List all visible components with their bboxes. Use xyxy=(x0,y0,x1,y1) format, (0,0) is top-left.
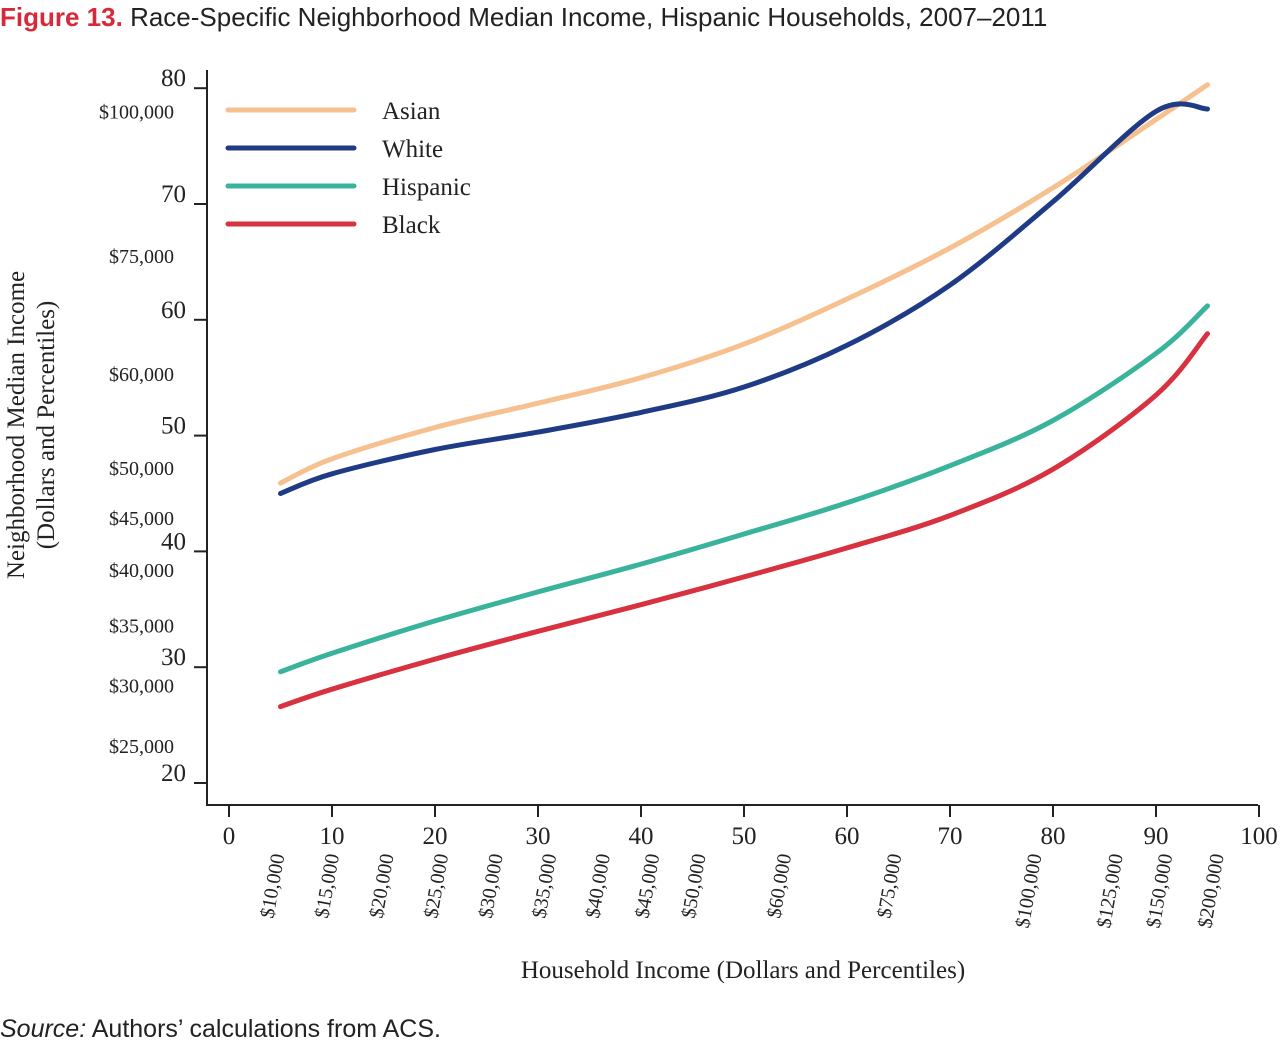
y-tick-label: 20 xyxy=(161,760,186,787)
figure-label: Figure 13. xyxy=(0,2,123,32)
x-dollar-label: $15,000 xyxy=(311,852,344,920)
x-dollar-label: $30,000 xyxy=(475,852,508,920)
y-axis-label-line2: (Dollars and Percentiles) xyxy=(33,301,60,550)
series-line-black xyxy=(278,331,1210,710)
x-dollar-label: $75,000 xyxy=(873,852,906,920)
x-tick-label: 30 xyxy=(526,823,551,850)
x-dollar-label: $35,000 xyxy=(528,852,561,920)
y-dollar-label: $40,000 xyxy=(109,560,174,582)
y-dollar-label: $25,000 xyxy=(109,736,174,758)
x-tick-label: 90 xyxy=(1144,823,1169,850)
x-dollar-label: $20,000 xyxy=(366,852,399,920)
series-lines xyxy=(278,82,1210,710)
x-dollar-label: $60,000 xyxy=(763,852,796,920)
series-line-white xyxy=(278,101,1210,496)
x-dollar-label: $40,000 xyxy=(582,852,615,920)
x-tick-label: 20 xyxy=(423,823,448,850)
x-tick-label: 50 xyxy=(732,823,757,850)
x-tick-label: 80 xyxy=(1041,823,1066,850)
y-tick-labels: 20 30 40 50 60 70 80 xyxy=(161,65,186,787)
x-tick-label: 0 xyxy=(223,823,236,850)
x-tick-label: 70 xyxy=(938,823,963,850)
y-dollar-labels: $100,000 $75,000 $60,000 $50,000 $45,000 $40,… xyxy=(99,101,174,758)
y-tick-label: 60 xyxy=(161,297,186,324)
legend-label-hispanic: Hispanic xyxy=(382,174,471,201)
y-tick-label: 40 xyxy=(161,528,186,555)
source-text: Authors’ calculations from ACS. xyxy=(91,1015,441,1043)
y-dollar-label: $75,000 xyxy=(109,246,174,268)
x-dollar-label: $50,000 xyxy=(678,852,711,920)
x-dollar-label: $150,000 xyxy=(1143,852,1178,930)
y-axis-label-line1: Neighborhood Median Income xyxy=(3,271,30,579)
y-dollar-label: $100,000 xyxy=(99,101,174,123)
figure-title: Figure 13. Race-Specific Neighborhood Me… xyxy=(0,2,1047,33)
x-tick-label: 40 xyxy=(629,823,654,850)
source-label: Source: xyxy=(0,1015,87,1043)
figure-title-text: Race-Specific Neighborhood Median Income… xyxy=(130,2,1048,32)
x-dollar-labels: $10,000 $15,000 $20,000 $25,000 $30,000 $35,0… xyxy=(256,852,1228,930)
x-tick-label: 100 xyxy=(1240,823,1278,850)
legend: Asian White Hispanic Black xyxy=(225,98,471,239)
x-dollar-label: $45,000 xyxy=(631,852,664,920)
y-tick-label: 80 xyxy=(161,65,186,92)
x-dollar-label: $100,000 xyxy=(1012,852,1047,930)
y-dollar-label: $50,000 xyxy=(109,458,174,480)
y-dollar-label: $35,000 xyxy=(109,616,174,638)
series-line-hispanic xyxy=(278,303,1210,675)
x-tick-labels: 0 10 20 30 40 50 60 70 80 90 100 xyxy=(223,823,1278,850)
source-note: Source: Authors’ calculations from ACS. xyxy=(0,1015,441,1044)
axes xyxy=(194,70,1260,817)
legend-label-white: White xyxy=(382,136,443,163)
y-tick-label: 50 xyxy=(161,413,186,440)
y-tick-label: 30 xyxy=(161,644,186,671)
x-dollar-label: $200,000 xyxy=(1194,852,1229,930)
y-dollar-label: $45,000 xyxy=(109,508,174,530)
x-tick-label: 10 xyxy=(320,823,345,850)
y-dollar-label: $60,000 xyxy=(109,364,174,386)
legend-label-black: Black xyxy=(382,212,441,239)
legend-label-asian: Asian xyxy=(382,98,441,125)
series-line-asian xyxy=(278,82,1210,486)
y-dollar-label: $30,000 xyxy=(109,676,174,698)
x-dollar-label: $125,000 xyxy=(1093,852,1128,930)
x-dollar-label: $25,000 xyxy=(420,852,453,920)
x-dollar-label: $10,000 xyxy=(256,852,289,920)
x-tick-label: 60 xyxy=(835,823,860,850)
y-tick-label: 70 xyxy=(161,181,186,208)
x-axis-label: Household Income (Dollars and Percentile… xyxy=(521,957,965,984)
